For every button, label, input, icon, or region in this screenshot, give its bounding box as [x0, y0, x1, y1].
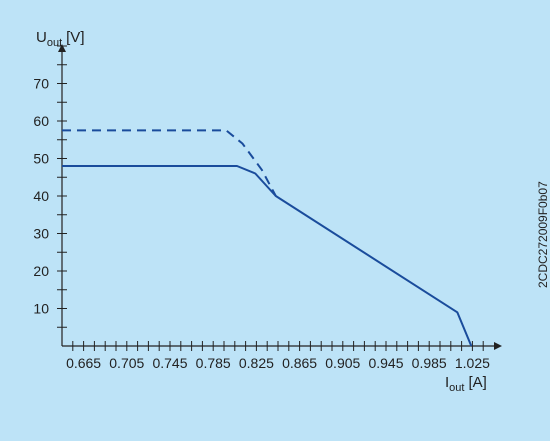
y-axis-title-main: U [36, 29, 47, 46]
series-line-solid [62, 165, 473, 347]
x-tick-label: 1.025 [455, 355, 490, 371]
x-tick-label: 0.705 [109, 355, 144, 371]
x-tick-label: 0.985 [412, 355, 447, 371]
series-layer [62, 129, 473, 347]
x-tick-label: 0.785 [196, 355, 231, 371]
x-axis-title-main: I [445, 374, 449, 391]
x-axis-arrow [494, 342, 502, 350]
x-axis-title-sub: out [449, 382, 464, 394]
y-tick-label: 10 [33, 301, 49, 317]
y-tick-label: 30 [33, 226, 49, 242]
figure-code-label: 2CDC272009F0b07 [536, 181, 550, 288]
x-tick-label: 0.825 [239, 355, 274, 371]
x-tick-label: 0.665 [66, 355, 101, 371]
x-axis-title-unit: [A] [468, 374, 486, 391]
x-tick-label: 0.865 [282, 355, 317, 371]
axes: 10 20 30 40 50 60 70 0.665 0.705 0.745 0.785 0.825 0… [33, 44, 502, 371]
x-tick-label: 0.945 [368, 355, 403, 371]
y-tick-label: 40 [33, 188, 49, 204]
series-line-dashed [62, 129, 277, 197]
y-axis-title-sub: out [47, 37, 62, 49]
x-tick-label: 0.745 [152, 355, 187, 371]
y-axis-arrow [58, 44, 66, 52]
x-tick-label: 0.905 [325, 355, 360, 371]
y-tick-label: 70 [33, 76, 49, 92]
y-axis-title-unit: [V] [66, 29, 84, 46]
y-tick-label: 60 [33, 113, 49, 129]
y-tick-label: 20 [33, 263, 49, 279]
y-axis-title: Uout [V] [36, 29, 84, 49]
x-axis-title: Iout [A] [445, 374, 487, 394]
y-tick-label: 50 [33, 151, 49, 167]
